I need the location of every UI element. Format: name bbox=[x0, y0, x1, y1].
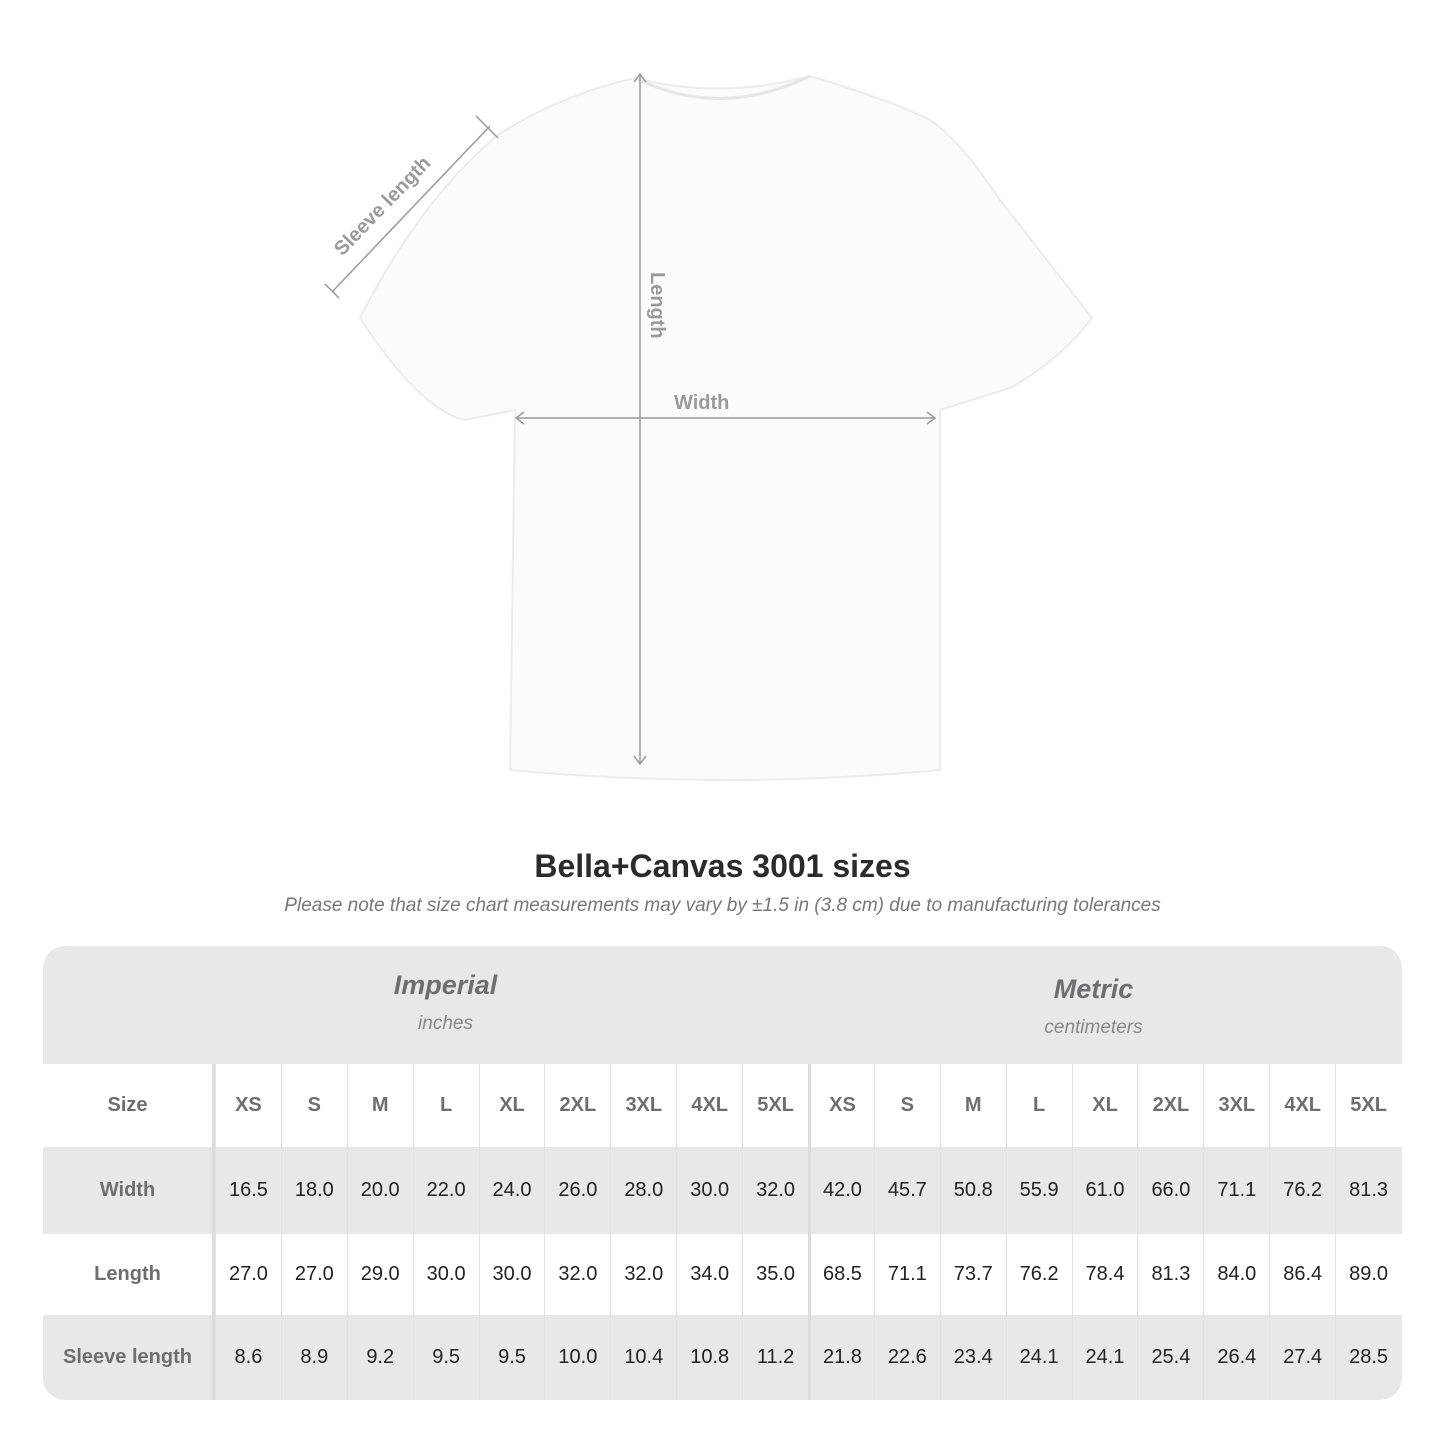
imperial-value-cell: 11.2 bbox=[742, 1315, 808, 1400]
metric-value-cell: 76.2 bbox=[1005, 1234, 1072, 1315]
imperial-value-cell: 16.5 bbox=[215, 1147, 281, 1234]
imperial-value-cell: 34.0 bbox=[676, 1234, 742, 1315]
imperial-value-cell: 10.4 bbox=[610, 1315, 676, 1400]
size-header-cell: S bbox=[873, 1064, 940, 1147]
metric-value-cell: 73.7 bbox=[939, 1234, 1006, 1315]
size-header-cell: XS bbox=[808, 1064, 874, 1147]
imperial-value-cell: 9.5 bbox=[478, 1315, 545, 1400]
metric-value-cell: 45.7 bbox=[873, 1147, 940, 1234]
imperial-value-cell: 27.0 bbox=[280, 1234, 347, 1315]
row-label: Size bbox=[43, 1064, 215, 1147]
metric-value-cell: 23.4 bbox=[939, 1315, 1006, 1400]
size-header-cell: 4XL bbox=[676, 1064, 742, 1147]
size-header-cell: 2XL bbox=[1137, 1064, 1203, 1147]
imperial-header: Imperial inches bbox=[393, 970, 498, 1034]
table-row: Width 16.5 18.0 20.0 22.0 24.0 26.0 28.0 30.0 32.… bbox=[43, 1147, 1402, 1234]
metric-value-cell: 50.8 bbox=[939, 1147, 1006, 1234]
metric-value-cell: 24.1 bbox=[1005, 1315, 1072, 1400]
metric-header: Metric centimeters bbox=[1044, 974, 1143, 1038]
size-header-row: Size XS S M L XL 2XL 3XL 4XL 5XL XS S M L XL 2XL 3XL 4XL 5… bbox=[43, 1064, 1402, 1147]
metric-value-cell: 86.4 bbox=[1269, 1234, 1335, 1315]
size-header-cell: 3XL bbox=[1203, 1064, 1269, 1147]
imperial-value-cell: 35.0 bbox=[742, 1234, 808, 1315]
table-row: Sleeve length 8.6 8.9 9.2 9.5 9.5 10.0 10.4 10.8… bbox=[43, 1315, 1402, 1400]
size-header-cell: 5XL bbox=[1335, 1064, 1401, 1147]
metric-value-cell: 81.3 bbox=[1137, 1234, 1203, 1315]
imperial-value-cell: 22.0 bbox=[412, 1147, 479, 1234]
size-table: Imperial inches Metric centimeters Size X… bbox=[43, 946, 1402, 1400]
size-header-cell: XS bbox=[215, 1064, 281, 1147]
metric-value-cell: 84.0 bbox=[1203, 1234, 1269, 1315]
metric-value-cell: 24.1 bbox=[1071, 1315, 1138, 1400]
imperial-value-cell: 28.0 bbox=[610, 1147, 676, 1234]
imperial-value-cell: 20.0 bbox=[346, 1147, 413, 1234]
width-label: Width bbox=[674, 392, 730, 414]
size-header-cell: L bbox=[1005, 1064, 1072, 1147]
row-label: Length bbox=[43, 1234, 215, 1315]
tshirt-shape bbox=[358, 74, 1094, 781]
size-header-cell: 5XL bbox=[742, 1064, 808, 1147]
chart-title: Bella+Canvas 3001 sizes bbox=[534, 848, 911, 884]
metric-value-cell: 21.8 bbox=[808, 1315, 874, 1400]
metric-value-cell: 89.0 bbox=[1335, 1234, 1401, 1315]
sleeve-arrow bbox=[331, 125, 491, 293]
metric-value-cell: 78.4 bbox=[1071, 1234, 1138, 1315]
measure-arrows bbox=[324, 72, 937, 766]
imperial-value-cell: 32.0 bbox=[544, 1234, 610, 1315]
metric-value-cell: 26.4 bbox=[1203, 1315, 1269, 1400]
metric-value-cell: 76.2 bbox=[1269, 1147, 1335, 1234]
metric-value-cell: 28.5 bbox=[1335, 1315, 1401, 1400]
metric-value-cell: 22.6 bbox=[873, 1315, 940, 1400]
metric-value-cell: 25.4 bbox=[1137, 1315, 1203, 1400]
imperial-value-cell: 30.0 bbox=[412, 1234, 479, 1315]
imperial-value-cell: 10.8 bbox=[676, 1315, 742, 1400]
imperial-value-cell: 29.0 bbox=[346, 1234, 413, 1315]
imperial-value-cell: 30.0 bbox=[676, 1147, 742, 1234]
length-label: Length bbox=[646, 272, 668, 339]
metric-value-cell: 66.0 bbox=[1137, 1147, 1203, 1234]
row-label: Width bbox=[43, 1147, 215, 1234]
tshirt-diagram bbox=[324, 72, 1094, 781]
imperial-value-cell: 8.6 bbox=[215, 1315, 281, 1400]
imperial-value-cell: 32.0 bbox=[610, 1234, 676, 1315]
metric-value-cell: 71.1 bbox=[1203, 1147, 1269, 1234]
metric-value-cell: 55.9 bbox=[1005, 1147, 1072, 1234]
imperial-value-cell: 9.5 bbox=[412, 1315, 479, 1400]
size-header-cell: 2XL bbox=[544, 1064, 610, 1147]
size-header-cell: L bbox=[412, 1064, 479, 1147]
row-label: Sleeve length bbox=[43, 1315, 215, 1400]
metric-value-cell: 68.5 bbox=[808, 1234, 874, 1315]
metric-value-cell: 27.4 bbox=[1269, 1315, 1335, 1400]
tolerance-note: Please note that size chart measurements… bbox=[284, 895, 1161, 916]
imperial-value-cell: 8.9 bbox=[280, 1315, 347, 1400]
table-row: Length 27.0 27.0 29.0 30.0 30.0 32.0 32.0 34.0 35… bbox=[43, 1234, 1402, 1315]
size-header-cell: 3XL bbox=[610, 1064, 676, 1147]
metric-value-cell: 42.0 bbox=[808, 1147, 874, 1234]
imperial-value-cell: 27.0 bbox=[215, 1234, 281, 1315]
imperial-value-cell: 30.0 bbox=[478, 1234, 545, 1315]
size-header-cell: S bbox=[280, 1064, 347, 1147]
size-header-cell: XL bbox=[1071, 1064, 1138, 1147]
metric-value-cell: 61.0 bbox=[1071, 1147, 1138, 1234]
size-header-cell: XL bbox=[478, 1064, 545, 1147]
metric-value-cell: 71.1 bbox=[873, 1234, 940, 1315]
size-header-cell: M bbox=[939, 1064, 1006, 1147]
imperial-value-cell: 26.0 bbox=[544, 1147, 610, 1234]
imperial-value-cell: 24.0 bbox=[478, 1147, 545, 1234]
imperial-value-cell: 10.0 bbox=[544, 1315, 610, 1400]
imperial-value-cell: 32.0 bbox=[742, 1147, 808, 1234]
imperial-value-cell: 9.2 bbox=[346, 1315, 413, 1400]
size-header-cell: 4XL bbox=[1269, 1064, 1335, 1147]
imperial-value-cell: 18.0 bbox=[280, 1147, 347, 1234]
metric-value-cell: 81.3 bbox=[1335, 1147, 1401, 1234]
size-header-cell: M bbox=[346, 1064, 413, 1147]
